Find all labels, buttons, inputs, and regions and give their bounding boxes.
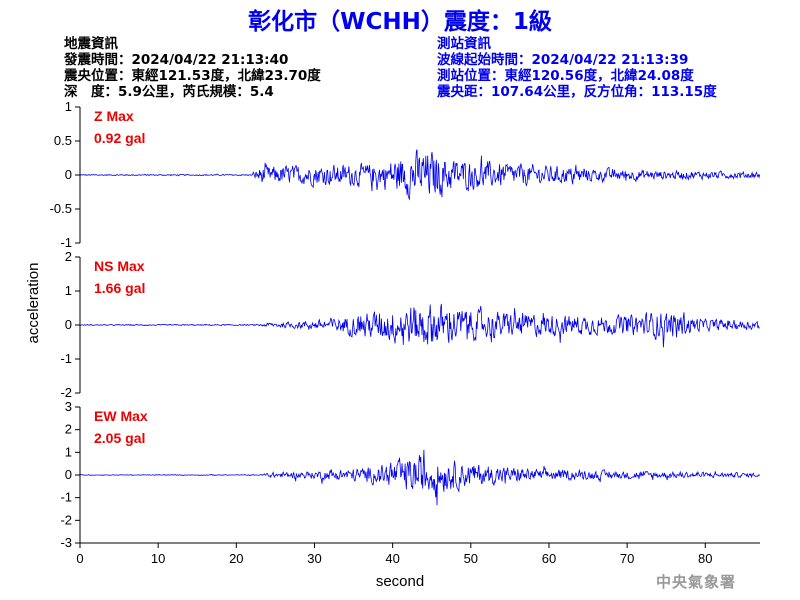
ew-max-label: EW Max <box>94 408 148 424</box>
distance-azimuth: 震央距：107.64公里，反方位角：113.15度 <box>437 84 717 100</box>
z-y-tick-label: 1 <box>65 99 72 114</box>
z-y-tick-label: -1 <box>60 235 72 250</box>
ns-waveform <box>79 303 760 348</box>
ew-y-tick-label: 2 <box>65 422 72 437</box>
earthquake-info-heading: 地震資訊 <box>64 36 118 52</box>
wave-start-time: 波線起始時間：2024/04/22 21:13:39 <box>437 52 689 68</box>
x-tick-label: 0 <box>76 551 83 566</box>
ew-y-tick-label: -2 <box>60 512 72 527</box>
ew-y-tick-label: -1 <box>60 490 72 505</box>
x-tick-label: 80 <box>698 551 712 566</box>
z-y-tick-label: 0 <box>65 167 72 182</box>
z-max-label: Z Max <box>94 108 134 124</box>
ns-y-tick-label: 1 <box>65 283 72 298</box>
x-tick-label: 20 <box>229 551 243 566</box>
chart-title: 彰化市（WCHH）震度：1級 <box>248 9 552 35</box>
cwa-logo-text: 中央氣象署 <box>656 573 737 591</box>
station-location: 測站位置：東經120.56度，北緯24.08度 <box>437 68 694 84</box>
ew-y-tick-label: 3 <box>65 399 72 414</box>
ns-y-tick-label: -2 <box>60 385 72 400</box>
earthquake-info: 地震資訊 發震時間：2024/04/22 21:13:40 震央位置：東經121… <box>64 36 321 100</box>
depth-magnitude: 深 度：5.9公里，芮氏規模：5.4 <box>64 84 274 100</box>
ns-y-tick-label: 2 <box>65 249 72 264</box>
ns-max-value: 1.66 gal <box>94 280 145 296</box>
ns-y-tick-label: 0 <box>65 317 72 332</box>
y-axis-label: acceleration <box>25 263 42 344</box>
ew-waveform <box>79 449 761 506</box>
x-tick-label: 10 <box>151 551 165 566</box>
epicenter-location: 震央位置：東經121.53度，北緯23.70度 <box>64 68 321 84</box>
ns-y-tick-label: -1 <box>60 351 72 366</box>
z-y-tick-label: 0.5 <box>54 133 72 148</box>
x-tick-label: 30 <box>307 551 321 566</box>
x-tick-label: 40 <box>385 551 399 566</box>
x-tick-label: 60 <box>542 551 556 566</box>
ew-max-value: 2.05 gal <box>94 430 145 446</box>
ns-max-label: NS Max <box>94 258 145 274</box>
z-y-tick-label: -0.5 <box>50 201 72 216</box>
x-axis-label: second <box>376 573 424 590</box>
origin-time: 發震時間：2024/04/22 21:13:40 <box>64 52 289 68</box>
x-tick-label: 50 <box>464 551 478 566</box>
ew-y-tick-label: 0 <box>65 467 72 482</box>
z-waveform <box>79 149 761 201</box>
x-tick-label: 70 <box>620 551 634 566</box>
ew-y-tick-label: 1 <box>65 444 72 459</box>
z-max-value: 0.92 gal <box>94 130 145 146</box>
ew-y-tick-label: -3 <box>60 535 72 550</box>
station-info-heading: 測站資訊 <box>437 36 491 52</box>
station-info: 測站資訊 波線起始時間：2024/04/22 21:13:39 測站位置：東經1… <box>437 36 717 100</box>
